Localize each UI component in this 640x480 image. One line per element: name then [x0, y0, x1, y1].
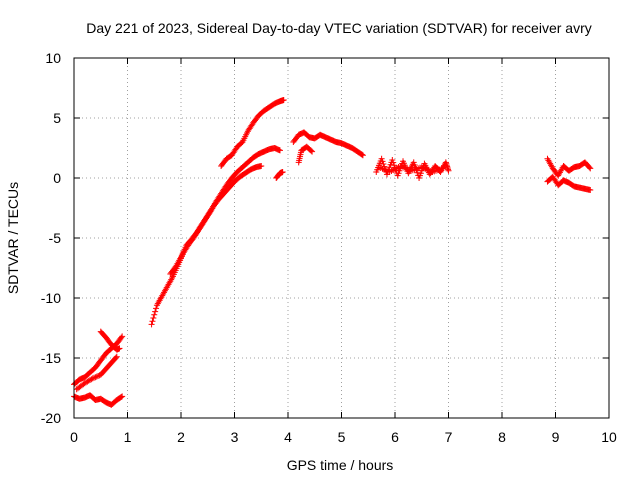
data-point: [586, 164, 593, 171]
x-tick-label: 7: [445, 429, 453, 445]
data-point: [152, 308, 159, 315]
data-point: [390, 159, 397, 166]
chart-title: Day 221 of 2023, Sidereal Day-to-day VTE…: [86, 20, 592, 36]
y-tick-labels: -20 -15 -10 -5 0 5 10: [41, 50, 61, 426]
data-point: [389, 157, 396, 163]
data-point: [359, 151, 366, 158]
data-point: [118, 334, 125, 341]
y-tick-label: 10: [45, 50, 61, 66]
series-arc-e-low: [544, 173, 594, 193]
x-tick-label: 3: [231, 429, 239, 445]
data-point: [92, 374, 99, 381]
x-tick-label: 1: [124, 429, 132, 445]
y-tick-label: -20: [41, 410, 61, 426]
data-point: [308, 147, 315, 154]
y-tick-label: -10: [41, 290, 61, 306]
y-tick-label: -15: [41, 350, 61, 366]
data-point: [151, 311, 158, 318]
data-point: [445, 167, 452, 174]
x-tick-label: 5: [338, 429, 346, 445]
data-point: [359, 152, 366, 159]
data-point: [410, 159, 417, 166]
data-point: [113, 353, 120, 360]
series-arc-b-upper: [218, 97, 287, 169]
data-point: [587, 187, 594, 193]
data-point: [440, 165, 447, 172]
x-axis-label: GPS time / hours: [287, 457, 394, 473]
series-arc-c-low: [295, 143, 316, 166]
data-point: [89, 375, 96, 382]
series-arc-b-parallel: [167, 163, 265, 277]
series-arc-d-mid: [375, 163, 447, 175]
data-point: [149, 318, 156, 325]
y-tick-label: -5: [49, 230, 62, 246]
data-point: [93, 373, 100, 380]
data-point: [119, 333, 126, 340]
series-arc-b-tail: [273, 169, 286, 181]
y-axis-label: SDTVAR / TECUs: [5, 182, 21, 294]
data-point: [280, 97, 287, 103]
series-arc-a-low: [71, 392, 126, 408]
grid-lines: [74, 58, 609, 418]
data-point: [276, 147, 283, 154]
data-point: [380, 161, 387, 167]
data-point: [279, 169, 286, 175]
x-tick-label: 4: [284, 429, 292, 445]
data-point: [91, 374, 98, 381]
x-tick-label: 10: [601, 429, 617, 445]
data-point: [119, 393, 126, 400]
data-point: [95, 373, 102, 379]
x-tick-labels: 0 1 2 3 4 5 6 7 8 9 10: [70, 429, 617, 445]
data-point: [116, 345, 123, 352]
data-point: [378, 155, 385, 162]
data-points: [71, 97, 594, 408]
data-point: [309, 148, 316, 155]
series-arc-e: [544, 155, 594, 179]
data-point: [391, 162, 398, 169]
axis-ticks: [73, 57, 610, 419]
data-point: [258, 163, 265, 169]
x-tick-label: 6: [391, 429, 399, 445]
data-point: [88, 376, 95, 383]
x-tick-label: 8: [498, 429, 506, 445]
series-arc-b-main: [148, 145, 283, 328]
x-tick-label: 2: [177, 429, 185, 445]
series-arc-a-drop: [97, 328, 123, 353]
data-point: [118, 394, 125, 400]
data-point: [379, 158, 386, 165]
data-point: [587, 165, 594, 172]
data-point: [148, 321, 155, 328]
series-arc-c: [290, 129, 366, 159]
x-tick-label: 9: [552, 429, 560, 445]
y-tick-label: 5: [53, 110, 61, 126]
series-arc-a-descent: [73, 353, 120, 393]
y-tick-label: 0: [53, 170, 61, 186]
x-tick-label: 0: [70, 429, 78, 445]
data-point: [153, 305, 160, 312]
series-arc-a-rise: [71, 333, 126, 388]
data-point: [112, 354, 119, 361]
data-point: [150, 315, 157, 321]
